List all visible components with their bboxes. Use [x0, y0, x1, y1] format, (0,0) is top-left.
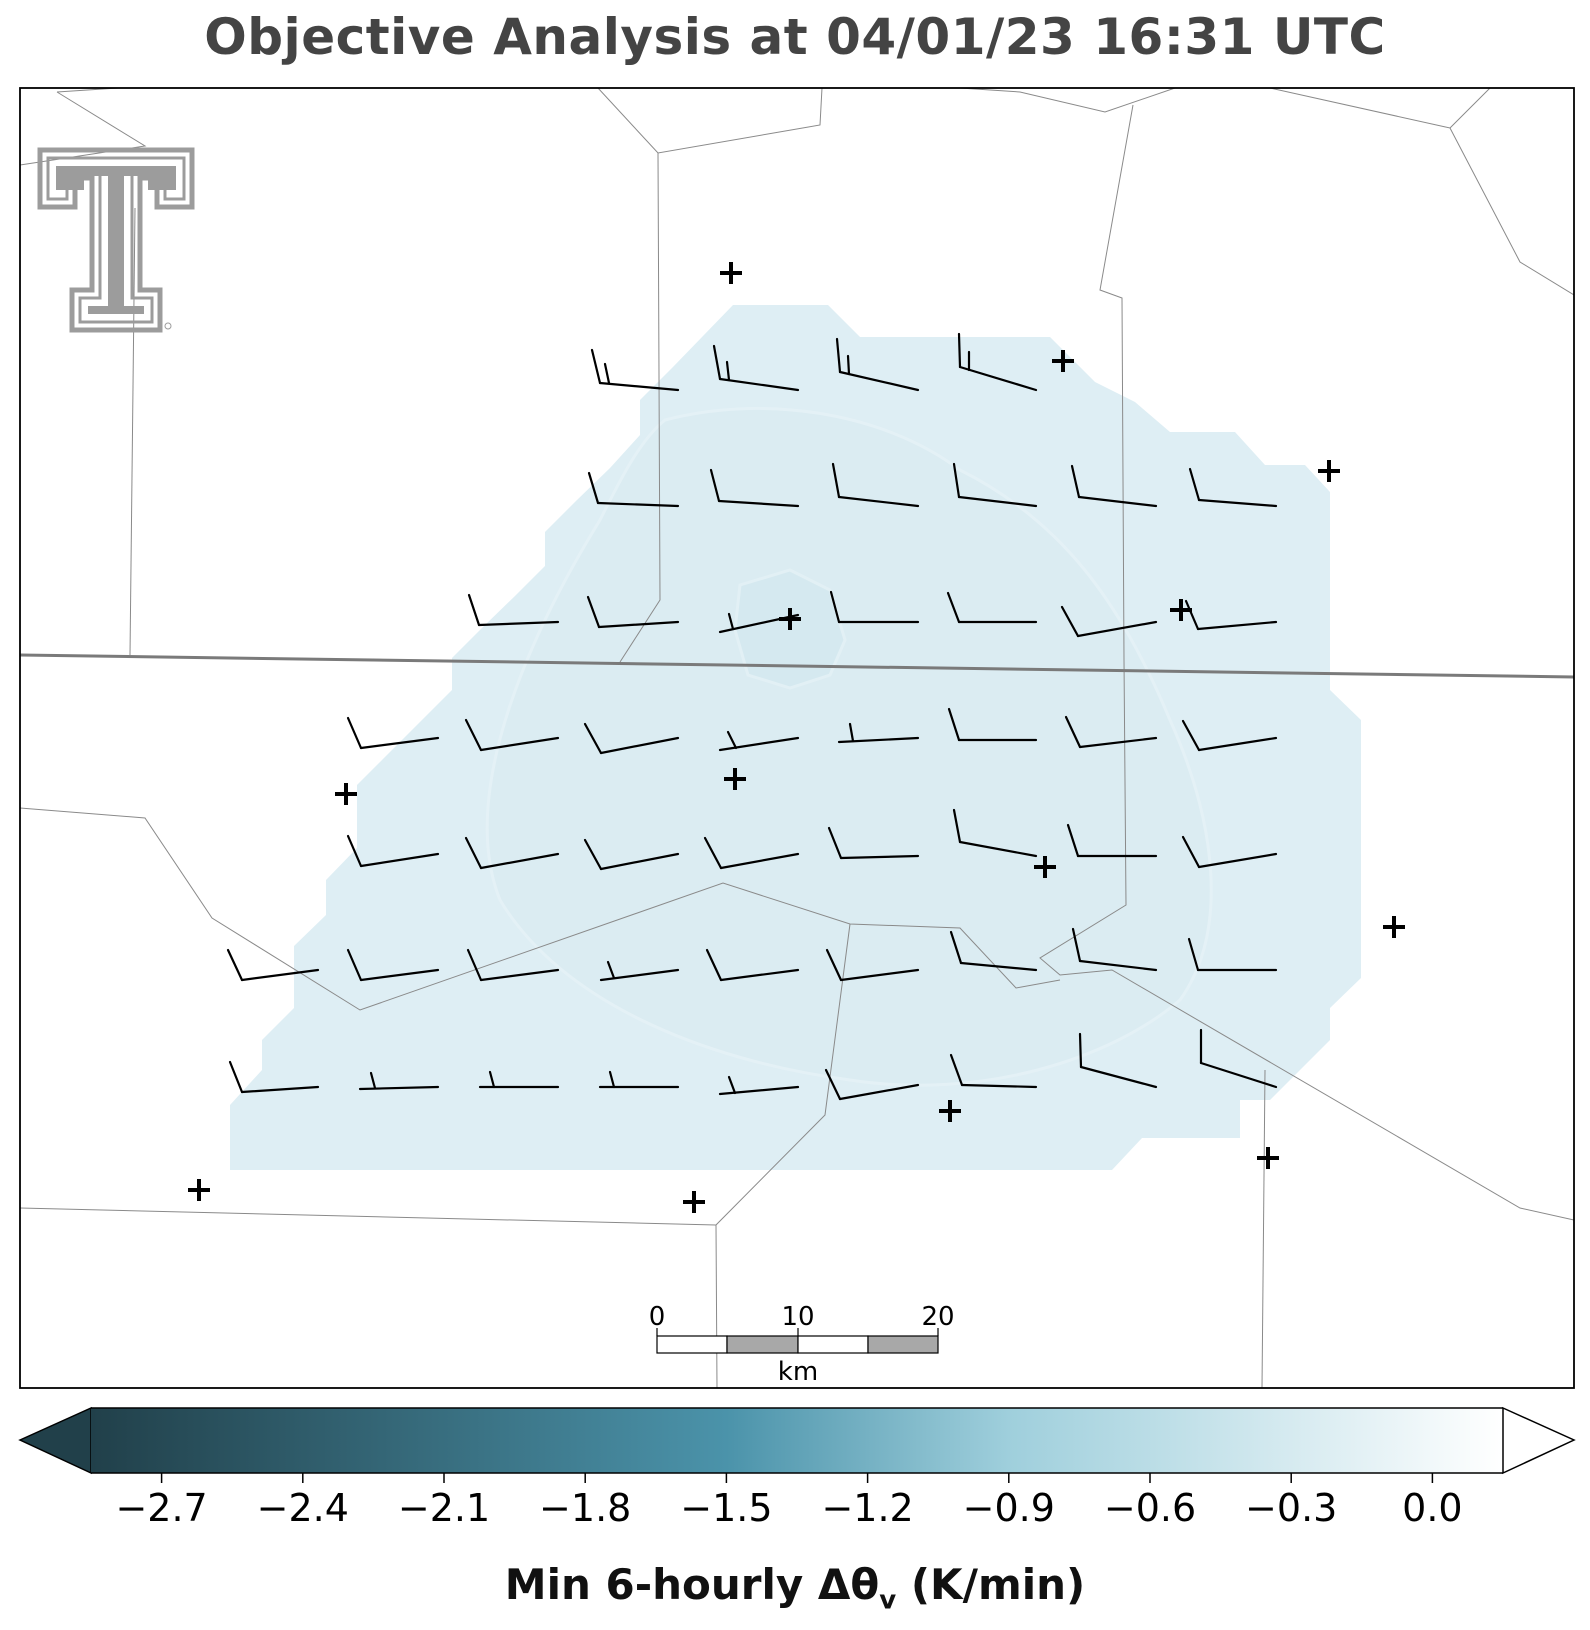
wind-barb — [718, 612, 800, 634]
wind-barb — [583, 722, 680, 755]
station-marker — [724, 768, 746, 790]
wind-barb — [1071, 927, 1158, 972]
colorbar-tick-label: −2.7 — [115, 1486, 207, 1530]
station-marker — [683, 1191, 705, 1213]
scale-label-20: 20 — [921, 1302, 954, 1332]
county-boundaries — [20, 88, 1574, 1388]
wind-barb — [358, 1071, 440, 1091]
wind-barb — [466, 948, 560, 982]
wind-barb — [825, 948, 920, 982]
colorbar-ticks: −2.7 −2.4 −2.1 −1.8 −1.5 −1.2 −0.9 −0.6 −0.3 0.0 — [115, 1473, 1463, 1530]
wind-barb — [835, 337, 920, 392]
map-area: 0 10 20 km — [20, 88, 1574, 1388]
colorbar-body — [91, 1408, 1503, 1473]
wind-barb — [467, 593, 560, 627]
wind-barb — [718, 730, 800, 752]
station-marker — [335, 783, 357, 805]
wind-barb — [586, 595, 680, 629]
map-frame — [19, 87, 1575, 1389]
colorbar-tick-label: −2.4 — [257, 1486, 349, 1530]
station-marker — [1257, 1147, 1279, 1169]
wind-barb — [464, 836, 560, 870]
wind-barb — [346, 834, 440, 868]
colorbar-label: Min 6-hourly Δθv (K/min) — [0, 1560, 1590, 1615]
station-marker — [1170, 599, 1192, 621]
map-panel: 0 10 20 km −2.7 −2.4 −2.1 −1.8 −1.5 −1.2 −0.9−… — [18, 87, 1576, 1530]
station-marker — [720, 262, 742, 284]
wind-barb — [1181, 719, 1278, 752]
wind-barb — [1070, 464, 1158, 508]
colorbar-tick-label: −0.3 — [1245, 1486, 1337, 1530]
wind-barb — [952, 808, 1038, 858]
wind-barb — [587, 471, 680, 508]
wind-barb — [599, 960, 680, 982]
station-marker — [1052, 350, 1074, 372]
wind-barb — [346, 948, 440, 982]
wind-barb — [1060, 605, 1158, 638]
scale-label-10: 10 — [781, 1302, 814, 1332]
wind-barbs — [226, 332, 1278, 1101]
wind-barb — [946, 591, 1038, 624]
station-marker — [1383, 916, 1405, 938]
scale-bar: 0 10 20 km — [649, 1302, 955, 1387]
colorbar-label-suffix: (K/min) — [896, 1560, 1086, 1609]
wind-barb — [709, 468, 800, 508]
wind-barb — [478, 1070, 560, 1089]
colorbar-tick-label: −0.9 — [963, 1486, 1055, 1530]
wind-barb — [712, 344, 800, 392]
wind-barb — [837, 722, 920, 744]
analysis-contour — [485, 407, 1213, 1087]
colorbar: −2.7 −2.4 −2.1 −1.8 −1.5 −1.2 −0.9 −0.6 −0.3 0.0 — [18, 1406, 1576, 1530]
wind-barb — [228, 1060, 320, 1094]
state-boundary — [20, 653, 1574, 679]
wind-barb — [947, 707, 1038, 742]
wind-barb — [1188, 467, 1278, 508]
colorbar-tick-label: −0.6 — [1104, 1486, 1196, 1530]
wind-barb — [952, 462, 1038, 508]
wind-barb — [957, 332, 1038, 392]
colorbar-tick-label: −2.1 — [398, 1486, 490, 1530]
wind-barb — [1184, 599, 1278, 631]
wind-barb — [1066, 823, 1158, 858]
station-marker — [1034, 856, 1056, 878]
wind-barb — [598, 1070, 680, 1089]
wind-barb — [705, 948, 800, 982]
wind-barb — [226, 948, 320, 982]
station-marker — [188, 1179, 210, 1201]
wind-barb — [1078, 1032, 1158, 1089]
wind-barb — [829, 590, 920, 624]
wind-barb — [824, 1068, 920, 1101]
scale-label-0: 0 — [649, 1302, 666, 1332]
wind-barb — [949, 930, 1038, 972]
colorbar-tick-label: −1.2 — [821, 1486, 913, 1530]
colorbar-tick-label: −1.8 — [539, 1486, 631, 1530]
wind-barb — [827, 826, 920, 860]
colorbar-tick-label: 0.0 — [1402, 1486, 1462, 1530]
wind-barb — [718, 1075, 800, 1096]
colorbar-extend-low — [18, 1406, 92, 1475]
station-marker — [939, 1100, 961, 1122]
wind-barb — [1199, 1028, 1278, 1089]
wind-barb — [464, 718, 560, 752]
station-marker — [1318, 460, 1340, 482]
colorbar-label-sub: v — [879, 1585, 897, 1616]
station-markers — [188, 262, 1405, 1213]
colorbar-tick-label: −1.5 — [680, 1486, 772, 1530]
wind-barb — [1064, 715, 1158, 749]
wind-barb — [346, 716, 440, 750]
texas-tech-logo — [37, 147, 195, 333]
colorbar-label-prefix: Min 6-hourly Δθ — [504, 1560, 880, 1609]
colorbar-extend-high — [1502, 1406, 1576, 1475]
page-title: Objective Analysis at 04/01/23 16:31 UTC — [204, 8, 1386, 66]
wind-barb — [583, 838, 680, 871]
wind-barb — [1187, 937, 1278, 972]
wind-barb — [831, 462, 920, 508]
wind-barb — [703, 836, 800, 870]
wind-barb — [590, 348, 680, 392]
wind-barb — [1181, 835, 1278, 869]
wind-barb — [949, 1053, 1038, 1089]
scale-unit: km — [778, 1357, 818, 1387]
